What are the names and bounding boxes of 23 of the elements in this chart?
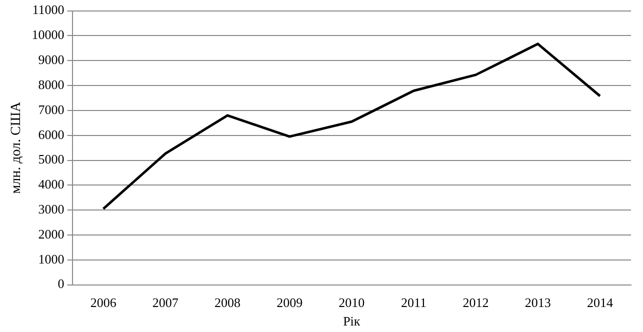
y-tick-label: 4000 (38, 176, 64, 192)
x-tick-label: 2012 (462, 295, 489, 310)
x-tick-label: 2006 (90, 295, 117, 310)
y-tick-label: 7000 (38, 102, 64, 117)
x-tick-label: 2009 (276, 295, 303, 310)
x-axis-title: Рік (343, 314, 361, 329)
y-tick-label: 8000 (38, 76, 64, 92)
y-tick-label: 1000 (38, 251, 64, 266)
x-tick-label: 2008 (214, 295, 240, 310)
y-tick-label: 11000 (32, 2, 64, 18)
x-tick-label: 2014 (586, 295, 614, 310)
x-tick-label: 2011 (400, 295, 426, 310)
x-tick-label: 2010 (338, 295, 365, 310)
y-tick-label: 6000 (38, 126, 64, 142)
y-tick-label: 0 (58, 276, 64, 292)
y-tick-label: 2000 (38, 226, 64, 242)
y-axis-title: млн. дол. США (9, 101, 24, 194)
y-tick-label: 3000 (38, 201, 64, 216)
y-tick-label: 10000 (32, 27, 64, 42)
x-tick-label: 2013 (524, 295, 551, 310)
y-tick-label: 5000 (38, 152, 64, 167)
x-tick-label: 2007 (152, 295, 179, 310)
y-tick-label: 9000 (38, 52, 64, 68)
